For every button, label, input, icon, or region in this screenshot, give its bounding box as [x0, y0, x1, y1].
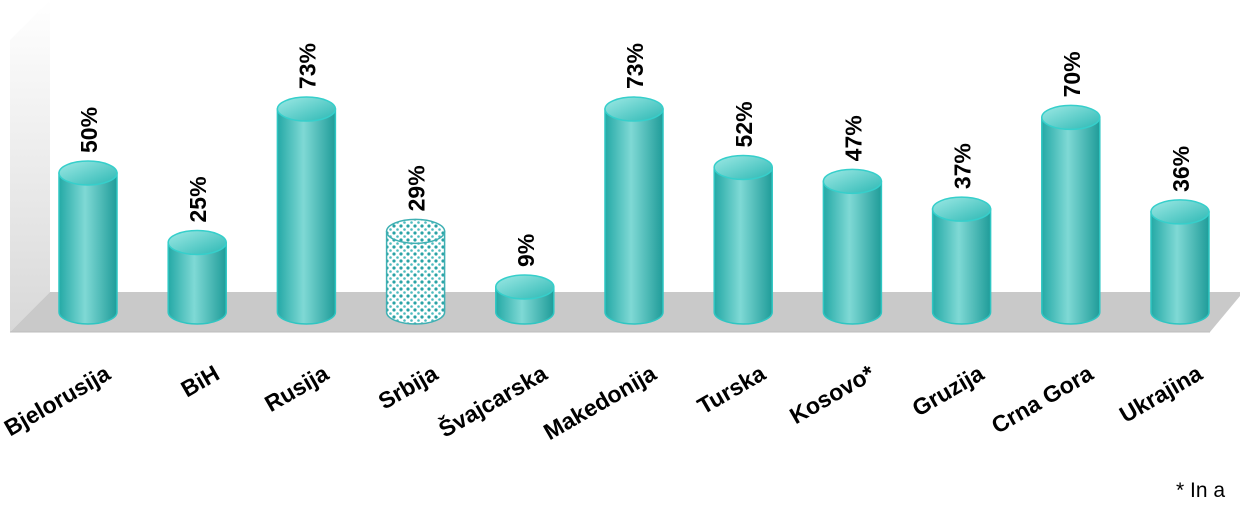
- bar-crna-gora: [1041, 104, 1101, 325]
- bar-top: [58, 160, 118, 186]
- bar-body: [58, 172, 118, 325]
- value-label: 37%: [950, 143, 976, 189]
- footnote: * In a: [1176, 479, 1225, 502]
- bar-bih: [167, 229, 227, 325]
- category-label: BiH: [176, 360, 223, 402]
- bar-top: [604, 96, 664, 122]
- category-label: Bjelorusija: [0, 360, 115, 441]
- bar-srbija: [385, 218, 446, 325]
- value-label: 70%: [1059, 51, 1085, 97]
- bar-top: [385, 218, 446, 245]
- value-label: 25%: [185, 176, 211, 222]
- bar-body: [713, 166, 773, 325]
- category-label: Švajcarska: [434, 359, 552, 443]
- bar-bjelorusija: [58, 160, 118, 325]
- back-wall: [10, 0, 50, 332]
- bar--vajcarska: [495, 274, 555, 325]
- bar-top: [931, 196, 992, 222]
- bar-body: [1150, 211, 1210, 325]
- bar-body: [822, 180, 883, 325]
- bar-body: [931, 208, 992, 325]
- value-label: 52%: [731, 101, 757, 147]
- bars-group: [58, 96, 1210, 325]
- value-label: 29%: [404, 165, 430, 211]
- bar-top: [713, 154, 773, 181]
- category-label: Kosovo*: [785, 360, 879, 429]
- value-labels-group: 50% 25% 73% 29% 9% 73% 52% 47% 37% 70% 36%: [76, 43, 1194, 267]
- bar-rusija: [276, 96, 337, 325]
- bar-turska: [713, 154, 773, 325]
- value-label: 9%: [513, 234, 539, 267]
- bar-top: [822, 168, 883, 195]
- category-label: Gruzija: [908, 360, 989, 422]
- value-label: 47%: [840, 115, 866, 161]
- bar-gruzija: [931, 196, 992, 325]
- bar-top: [1041, 104, 1101, 131]
- bar-makedonija: [604, 96, 664, 325]
- category-labels-group: Bjelorusija BiH Rusija SrbijaŠvajcarskaMake…: [0, 359, 1207, 445]
- category-label: Turska: [693, 360, 770, 419]
- bar-body: [167, 241, 227, 325]
- bar-kosovo: [822, 168, 883, 325]
- value-label: 36%: [1168, 146, 1194, 192]
- bar-top: [1150, 199, 1210, 225]
- bar-body: [604, 108, 664, 325]
- value-label: 73%: [622, 43, 648, 89]
- bar-ukrajina: [1150, 199, 1210, 325]
- category-label: Makedonija: [539, 360, 661, 445]
- bar-body: [1041, 116, 1101, 325]
- category-label: Crna Gora: [987, 360, 1098, 439]
- bar-body: [276, 108, 337, 325]
- value-label: 73%: [294, 43, 320, 89]
- bar-top: [276, 96, 337, 122]
- bar-top: [495, 274, 555, 300]
- value-label: 50%: [76, 107, 102, 153]
- category-label: Rusija: [260, 360, 333, 417]
- bar-body: [385, 230, 446, 325]
- category-label: Ukrajina: [1115, 360, 1207, 428]
- category-label: Srbija: [374, 360, 443, 415]
- bar-top: [167, 229, 227, 256]
